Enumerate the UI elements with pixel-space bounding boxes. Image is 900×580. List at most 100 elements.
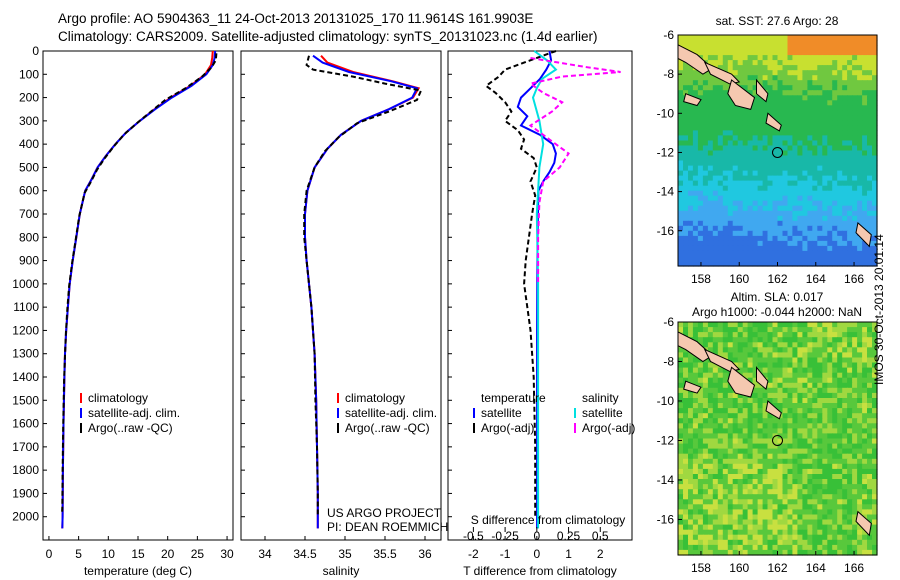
sla_map-cell (842, 539, 848, 546)
sst_map-cell (727, 50, 734, 56)
sst_map-cell (782, 210, 789, 217)
sst_map-cell (688, 165, 694, 172)
sst_map-cell (727, 185, 734, 192)
sst_map-cell (782, 256, 789, 262)
sla_map-cell (812, 529, 818, 536)
sla_map-cell (817, 438, 823, 445)
sst_map-cell (792, 240, 798, 247)
sla_map-cell (857, 433, 863, 440)
sst_map-ytick-label: -12 (657, 145, 675, 159)
sst_map-cell (857, 256, 863, 262)
sst_map-cell (827, 200, 833, 207)
difference-legend-label: satellite (582, 406, 623, 420)
sla_map-cell (797, 529, 803, 536)
sst_map-cell (767, 235, 774, 242)
sst_map-cell (717, 120, 724, 126)
sst_map-cell (683, 145, 689, 152)
sla_map-cell (692, 413, 699, 419)
sst_map-cell (777, 140, 784, 147)
sla_map-cell (822, 367, 828, 374)
sla_map-cell (683, 392, 689, 399)
sla_map-cell (692, 514, 699, 521)
sla_map-cell (692, 428, 699, 435)
sla_map-cell (822, 408, 828, 414)
sla_map-cell (807, 549, 813, 556)
sla_map-cell (807, 327, 813, 333)
sla_map-cell (852, 468, 858, 475)
sst_map-cell (707, 235, 714, 242)
sst_map-cell (777, 105, 784, 111)
sst_map-cell (737, 180, 744, 187)
sla_map-cell (678, 433, 684, 440)
sst_map-cell (792, 155, 798, 162)
sla_map-cell (807, 474, 813, 480)
sla_map-cell (772, 438, 779, 445)
sst_map-cell (692, 245, 699, 252)
sla_map-cell (852, 377, 858, 384)
sst_map-cell (822, 205, 828, 212)
sla_map-cell (872, 332, 878, 338)
sla_map-cell (872, 549, 878, 556)
sla_map-cell (737, 549, 744, 556)
sst_map-cell (732, 140, 739, 147)
sla_map-cell (702, 382, 709, 389)
sla_map-cell (688, 433, 694, 440)
sst_map-cell (792, 55, 798, 61)
sla_map-cell (707, 433, 714, 440)
sst_map-cell (683, 165, 689, 172)
sst_map-cell (802, 55, 808, 61)
sst_map-cell (722, 245, 729, 252)
sla_map-cell (712, 509, 719, 516)
sla_map-cell (857, 362, 863, 369)
sla_map-cell (752, 377, 759, 384)
sla_map-cell (867, 408, 873, 414)
sst_map-cell (797, 175, 803, 182)
sla_map-cell (683, 398, 689, 404)
sla_map-cell (737, 494, 744, 500)
sst_map-cell (717, 220, 724, 227)
sla_map-cell (767, 423, 774, 429)
sst_map-cell (817, 170, 823, 177)
sst_map-cell (707, 80, 714, 86)
sst_map-cell (872, 50, 878, 56)
sla_map-cell (842, 347, 848, 353)
sst_map-cell (772, 225, 779, 232)
sla_map-cell (747, 479, 754, 485)
sst_map-cell (727, 261, 734, 267)
sst_map-cell (777, 90, 784, 96)
sst_map-cell (812, 190, 818, 197)
sst_map-cell (802, 160, 808, 167)
sla_map-cell (762, 479, 769, 485)
sla_map-cell (683, 357, 689, 364)
sla_map-cell (792, 418, 798, 424)
sla_map-cell (802, 403, 808, 409)
sst_map-cell (722, 80, 729, 86)
sst_map-cell (717, 200, 724, 207)
sla_map-cell (782, 403, 789, 409)
sla_map-cell (817, 423, 823, 429)
sla_map-cell (727, 534, 734, 541)
sla_map-cell (862, 408, 868, 414)
sst_map-cell (742, 110, 749, 116)
sst_map-cell (792, 140, 798, 147)
sst_map-xtick-label: 162 (767, 272, 787, 286)
sst_map-cell (797, 180, 803, 187)
sla_map-cell (777, 408, 784, 414)
sla_map-cell (697, 392, 704, 399)
sst_map-cell (857, 140, 863, 147)
sst_map-cell (702, 115, 709, 121)
sla_map-cell (722, 398, 729, 404)
sst_map-cell (797, 70, 803, 76)
sst_map-cell (812, 60, 818, 66)
sla_map-cell (817, 453, 823, 460)
sst_map-cell (792, 195, 798, 202)
sst_map-cell (792, 95, 798, 101)
sla_map-cell (747, 403, 754, 409)
salinity-legend-label: climatology (345, 391, 405, 405)
sla_map-cell (852, 352, 858, 359)
sla_map-cell (862, 448, 868, 455)
temperature-xlabel: temperature (deg C) (84, 564, 192, 578)
sst_map-cell (867, 190, 873, 197)
sla_map-cell (817, 347, 823, 353)
sla_map-cell (862, 544, 868, 551)
